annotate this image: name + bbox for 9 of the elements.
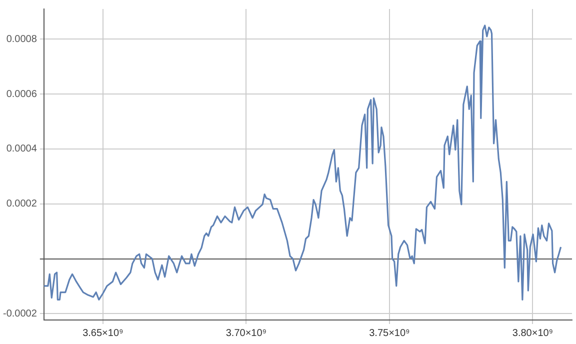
x-tick-label: 3.65×10⁹ xyxy=(82,328,124,339)
x-tick-label: 3.80×10⁹ xyxy=(512,328,554,339)
y-tick-label: -0.0002 xyxy=(2,308,38,320)
y-tick-label: 0.0006 xyxy=(6,88,38,100)
y-tick-label: 0.0004 xyxy=(6,144,38,155)
x-tick-label: 3.70×10⁹ xyxy=(226,328,267,339)
x-tick-label: 3.75×10⁹ xyxy=(369,328,410,339)
y-tick-label: 0.0002 xyxy=(6,198,38,210)
y-tick-label: 0.0008 xyxy=(6,34,38,45)
